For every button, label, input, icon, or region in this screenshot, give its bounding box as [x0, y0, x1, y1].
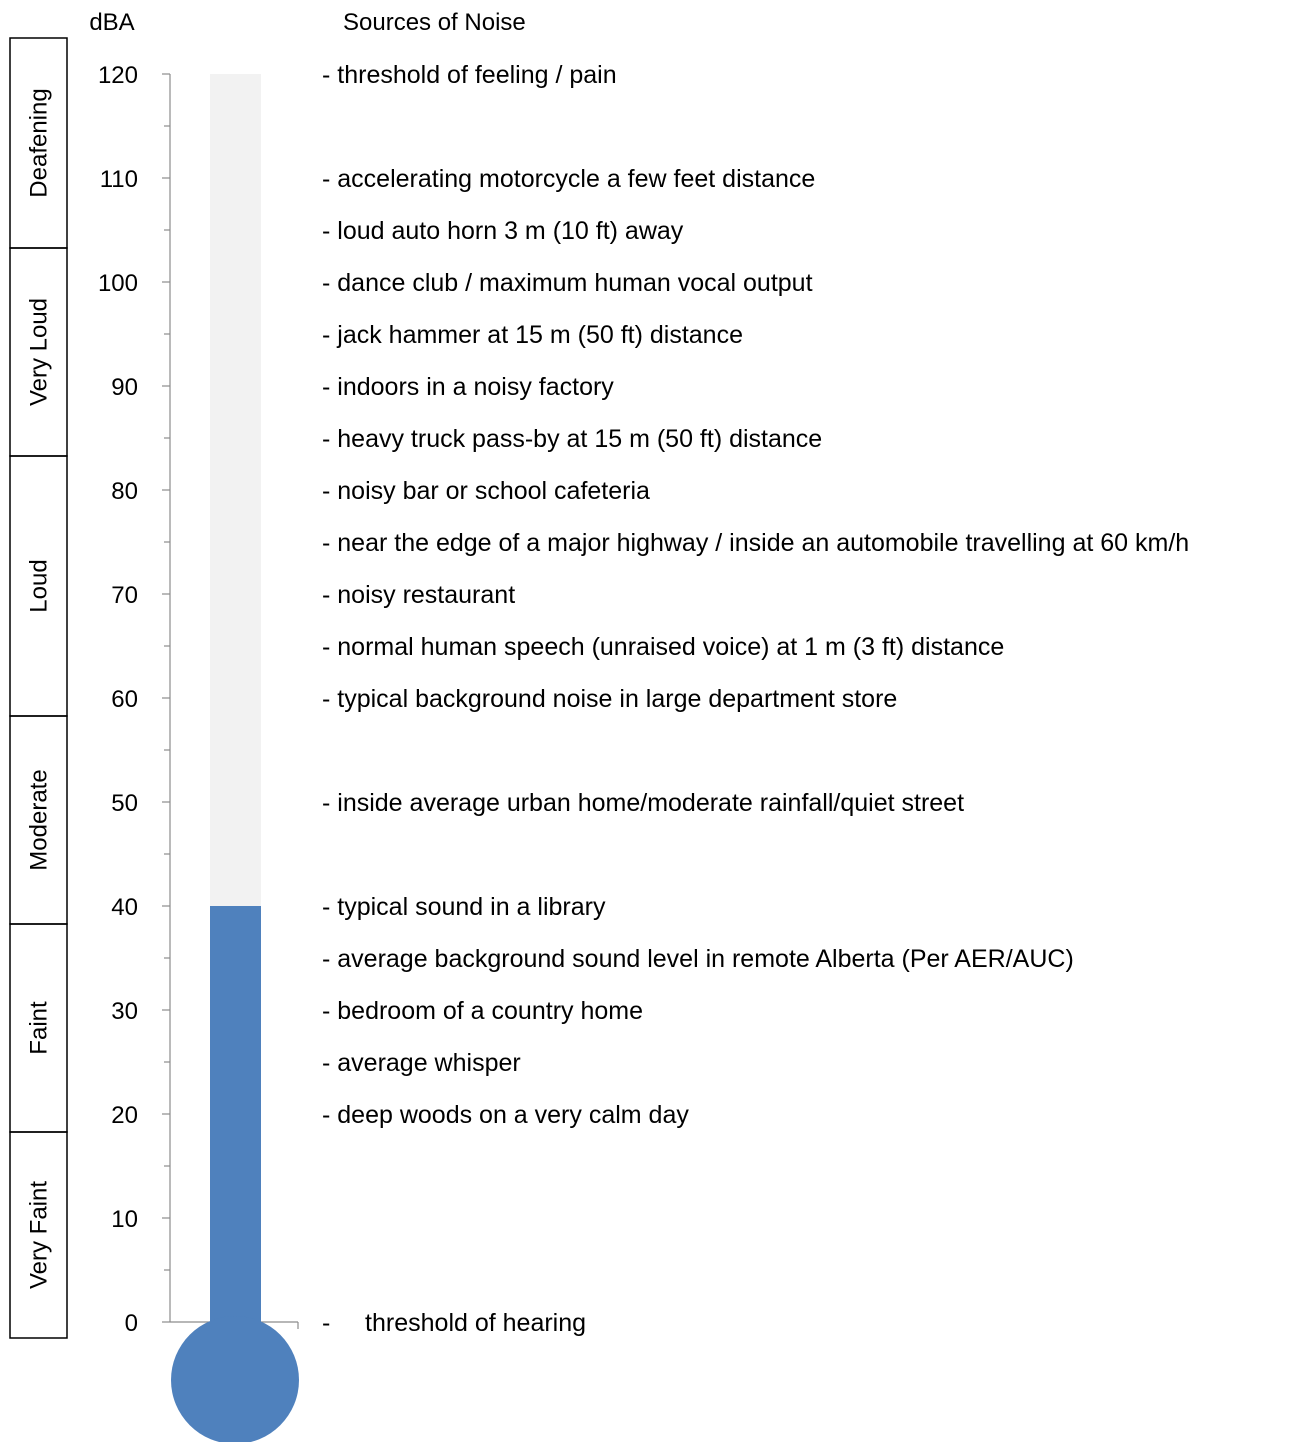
- noise-source-label: - noisy bar or school cafeteria: [322, 477, 650, 505]
- y-tick-label: 70: [111, 582, 138, 609]
- thermometer-bulb: [171, 1316, 299, 1442]
- noise-source-label: - normal human speech (unraised voice) a…: [322, 633, 1004, 661]
- category-box: [9, 37, 68, 249]
- category-label: Loud: [26, 559, 53, 612]
- noise-source-label: - loud auto horn 3 m (10 ft) away: [322, 217, 684, 245]
- y-tick-label: 0: [125, 1310, 138, 1337]
- y-tick-label: 90: [111, 374, 138, 401]
- noise-source-label: - threshold of feeling / pain: [322, 61, 617, 89]
- y-tick-label: 20: [111, 1102, 138, 1129]
- noise-source-label: - average background sound level in remo…: [322, 945, 1074, 973]
- y-tick-label: 10: [111, 1206, 138, 1233]
- y-tick-label: 30: [111, 998, 138, 1025]
- noise-source-label: - average whisper: [322, 1049, 521, 1077]
- thermometer-fill: [210, 906, 261, 1326]
- category-label: Very Loud: [26, 298, 53, 406]
- noise-source-label: - accelerating motorcycle a few feet dis…: [322, 165, 815, 193]
- noise-source-label: - noisy restaurant: [322, 581, 515, 609]
- noise-source-label: - bedroom of a country home: [322, 997, 643, 1025]
- y-tick-label: 100: [98, 270, 138, 297]
- noise-source-label: - heavy truck pass-by at 15 m (50 ft) di…: [322, 425, 822, 453]
- category-label: Very Faint: [26, 1181, 53, 1289]
- y-tick-label: 80: [111, 478, 138, 505]
- noise-source-label: - near the edge of a major highway / ins…: [322, 529, 1189, 557]
- noise-source-label: - jack hammer at 15 m (50 ft) distance: [322, 321, 743, 349]
- noise-source-label: - inside average urban home/moderate rai…: [322, 789, 964, 817]
- noise-source-label: - typical background noise in large depa…: [322, 685, 897, 713]
- noise-source-label: - deep woods on a very calm day: [322, 1101, 689, 1129]
- noise-source-label: - threshold of hearing: [322, 1309, 586, 1337]
- y-tick-label: 60: [111, 686, 138, 713]
- category-label: Deafening: [26, 88, 53, 197]
- y-axis-label: dBA: [89, 9, 134, 36]
- noise-source-label: - dance club / maximum human vocal outpu…: [322, 269, 813, 297]
- sources-header: Sources of Noise: [343, 9, 526, 36]
- category-label: Moderate: [26, 769, 53, 870]
- y-tick-label: 40: [111, 894, 138, 921]
- y-tick-label: 120: [98, 62, 138, 89]
- category-label: Faint: [26, 1001, 53, 1055]
- y-tick-label: 50: [111, 790, 138, 817]
- noise-source-label: - indoors in a noisy factory: [322, 373, 614, 401]
- noise-source-label: - typical sound in a library: [322, 893, 606, 921]
- y-tick-label: 110: [100, 166, 138, 193]
